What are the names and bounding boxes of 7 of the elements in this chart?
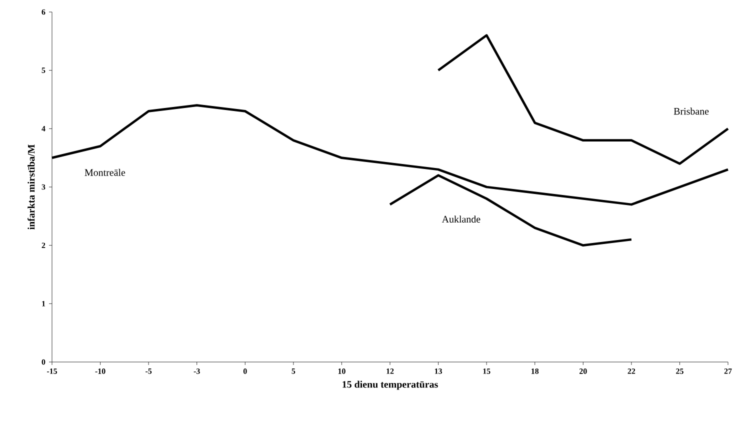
series-label: Montreāle	[84, 168, 126, 176]
y-axis-title: infarkta mirstība/M	[28, 144, 35, 230]
line-series	[388, 174, 633, 247]
line-series	[437, 34, 730, 165]
x-axis-title: 15 dienu temperatūras	[342, 380, 438, 390]
text: Brisbane	[674, 108, 709, 115]
series-label: Auklande	[442, 216, 480, 223]
